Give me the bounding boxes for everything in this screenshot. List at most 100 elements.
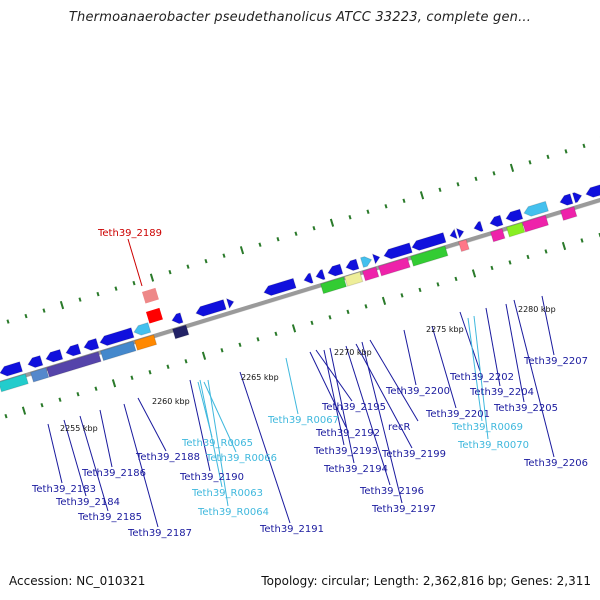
gene-box[interactable] [377,256,411,277]
ruler-dot [456,182,460,187]
gene-label[interactable]: Teth39_2205 [493,403,558,414]
gene-box[interactable] [409,245,449,267]
gene-arrow[interactable] [449,228,458,240]
gene-label[interactable]: Teth39_2194 [323,464,388,475]
gene-box[interactable] [171,324,190,340]
ruler-dot [59,300,65,310]
gene-box[interactable] [559,206,578,221]
ruler-dot [438,187,442,193]
gene-label[interactable]: Teth39_2183 [31,484,96,495]
gene-arrow[interactable] [455,227,466,240]
gene-arrow[interactable] [359,255,373,268]
gene-label[interactable]: Teth39_2187 [127,528,192,539]
gene-labels[interactable]: Teth39_2189 Teth39_2183 Teth39_2184 Teth39_… [31,228,588,539]
gene-label[interactable]: Teth39_R0063 [191,488,263,499]
gene-box[interactable] [45,351,102,378]
gene-arrow[interactable] [83,337,100,353]
ruler-dot [96,291,100,297]
map-title: Thermoanaerobacter pseudethanolicus ATCC… [68,10,532,25]
ruler-dot [42,308,46,313]
gene-arrow[interactable] [99,327,135,347]
gene-box[interactable] [457,238,470,253]
ruler-dot [384,204,388,209]
gene-box[interactable] [29,367,50,383]
gene-box[interactable] [343,271,364,287]
gene-arrow[interactable] [303,272,314,285]
gene-arrow[interactable] [65,343,82,358]
gene-arrow[interactable] [225,297,236,310]
gene-arrow[interactable] [0,361,24,378]
leader-line [285,357,299,415]
leader-line [309,351,347,428]
gene-box[interactable] [133,334,158,351]
gene-label[interactable]: Teth39_2196 [359,486,424,497]
gene-label[interactable]: Teth39_2191 [259,524,324,535]
leader-line [207,379,229,507]
gene-label[interactable]: Teth39_2195 [321,402,386,413]
gene-arrow[interactable] [315,268,326,282]
ruler-dot [312,226,316,231]
gene-features[interactable] [0,184,600,393]
gene-label[interactable]: Teth39_2206 [523,458,588,469]
gene-arrow[interactable] [171,312,184,325]
ruler-dot [310,320,314,326]
ruler-dot [329,218,335,227]
gene-label[interactable]: Teth39_2204 [469,387,534,398]
gene-label[interactable]: Teth39_2192 [315,428,380,439]
gene-box[interactable] [521,214,550,233]
gene-arrow[interactable] [505,208,524,223]
ruler-dot [546,154,550,160]
gene-label[interactable]: Teth39_R0065 [181,438,253,449]
gene-box[interactable] [361,266,380,282]
gene-arrow[interactable] [371,252,382,265]
ruler-dot [149,273,155,282]
gene-arrow[interactable] [263,277,297,297]
gene-label[interactable]: recR [388,422,411,433]
gene-label[interactable]: Teth39_2197 [371,504,436,515]
gene-box[interactable] [99,340,137,362]
gene-label[interactable]: Teth39_R0069 [451,422,523,433]
gene-label[interactable]: Teth39_2193 [313,446,378,457]
gene-arrow[interactable] [383,242,413,261]
gene-box[interactable] [0,373,29,393]
gene-arrow[interactable] [411,232,447,252]
gene-label[interactable]: Teth39_2190 [179,472,244,483]
gene-arrow[interactable] [195,299,227,318]
gene-label[interactable]: Teth39_R0064 [197,507,269,518]
gene-arrow[interactable] [345,258,360,272]
gene-label[interactable]: Teth39_2207 [523,356,588,367]
gene-label[interactable]: Teth39_2186 [81,468,146,479]
gene-label[interactable]: Teth39_R0066 [205,453,277,464]
gene-label[interactable]: Teth39_2201 [425,409,490,420]
gene-label[interactable]: Teth39_2189 [97,228,162,239]
gene-box[interactable] [489,228,506,243]
ruler-dot [239,246,245,255]
gene-label[interactable]: Teth39_2184 [55,497,120,508]
gene-label[interactable]: Teth39_2200 [385,386,450,397]
ruler-dot [454,276,458,282]
gene-label[interactable]: Teth39_R0067 [267,415,339,426]
gene-arrow[interactable] [133,322,152,337]
gene-label[interactable]: Teth39_2185 [77,512,142,523]
gene-arrow[interactable] [27,354,44,370]
gene-box[interactable] [319,276,348,295]
scale-tick-label: 2270 kbp [334,348,372,357]
gene-box[interactable] [505,221,526,238]
scale-tick-label: 2275 kbp [426,325,464,334]
gene-arrow[interactable] [45,348,64,364]
leader-line [79,415,109,512]
gene-arrow[interactable] [559,193,574,207]
gene-arrow[interactable] [571,191,584,204]
ruler-dot [184,359,188,364]
highlight-feature [141,287,159,304]
gene-arrow[interactable] [523,200,550,218]
gene-label[interactable]: Teth39_2188 [135,452,200,463]
gene-arrow[interactable] [585,184,600,199]
gene-arrow[interactable] [489,214,504,228]
gene-arrow[interactable] [473,220,484,233]
gene-label[interactable]: Teth39_2202 [449,372,514,383]
gene-arrow[interactable] [327,263,344,278]
gene-label[interactable]: Teth39_2199 [381,449,446,460]
gene-label[interactable]: Teth39_R0070 [457,440,529,451]
